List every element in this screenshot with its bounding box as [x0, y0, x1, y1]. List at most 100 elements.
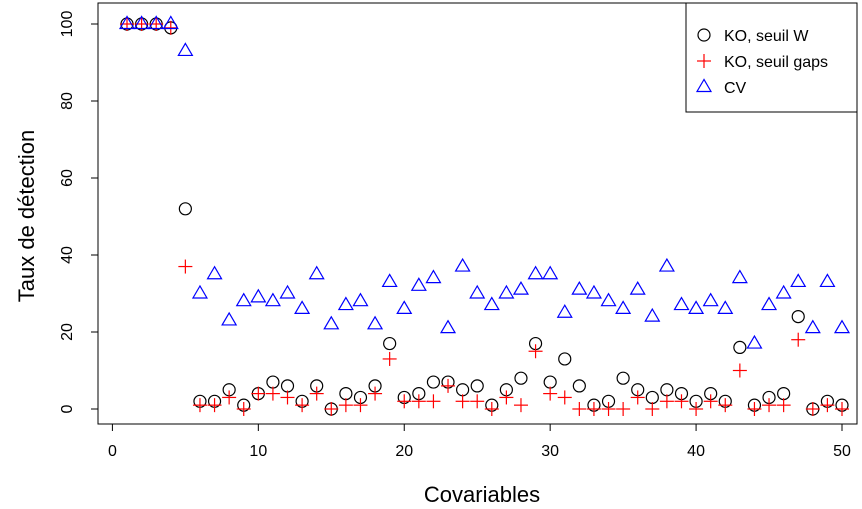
- data-points: [118, 15, 851, 416]
- legend-label: CV: [724, 80, 747, 97]
- data-point: [673, 296, 690, 311]
- legend-box: [685, 2, 858, 113]
- data-point: [162, 15, 179, 30]
- data-point: [439, 319, 457, 334]
- data-point: [804, 319, 821, 334]
- data-point: [396, 300, 413, 314]
- data-point: [747, 402, 762, 416]
- axis-ticks: 0 10 20 30 40 50 0 20 40 60 80 100: [59, 11, 851, 460]
- x-tick-label: 0: [108, 443, 117, 460]
- y-tick-label: 100: [59, 11, 76, 38]
- data-point: [309, 386, 324, 401]
- data-point: [454, 257, 471, 272]
- y-tick-label: 20: [59, 323, 76, 341]
- data-point: [616, 371, 630, 385]
- legend-marker: [697, 54, 711, 68]
- data-point: [790, 273, 807, 288]
- data-point: [337, 296, 354, 311]
- data-point: [236, 402, 251, 416]
- data-point: [835, 402, 849, 416]
- data-point: [206, 265, 223, 280]
- data-point: [585, 284, 602, 299]
- data-point: [441, 378, 456, 393]
- data-point: [512, 280, 530, 295]
- data-point: [368, 386, 383, 401]
- data-point: [178, 202, 192, 216]
- data-point: [338, 398, 353, 413]
- x-tick-label: 20: [395, 443, 413, 460]
- data-point: [571, 280, 588, 295]
- data-point: [527, 265, 544, 280]
- data-point: [118, 15, 136, 30]
- y-tick-label: 40: [59, 246, 76, 264]
- data-point: [191, 284, 209, 299]
- data-point: [280, 390, 295, 405]
- data-point: [265, 386, 280, 401]
- legend-marker: [697, 28, 711, 42]
- data-point: [733, 340, 747, 354]
- data-point: [689, 402, 704, 416]
- data-point: [178, 259, 193, 274]
- legend-label: KO, seuil gaps: [724, 54, 828, 71]
- data-point: [702, 292, 719, 307]
- data-point: [776, 398, 791, 413]
- data-point: [601, 402, 616, 416]
- data-point: [235, 292, 252, 307]
- data-point: [513, 398, 528, 413]
- data-point: [731, 269, 748, 284]
- data-point: [775, 284, 792, 299]
- data-point: [543, 375, 557, 389]
- y-axis-label: Taux de détection: [14, 130, 39, 302]
- legend-marker: [695, 78, 713, 93]
- data-point: [674, 394, 689, 409]
- data-point: [383, 336, 397, 351]
- data-point: [615, 300, 632, 314]
- data-point: [264, 292, 281, 307]
- data-point: [207, 398, 222, 413]
- data-point: [163, 20, 178, 35]
- data-point: [177, 42, 194, 57]
- data-point: [746, 334, 763, 349]
- data-point: [499, 390, 514, 405]
- data-point: [251, 386, 266, 401]
- data-point: [483, 296, 500, 311]
- data-point: [528, 344, 543, 359]
- data-point: [732, 363, 747, 378]
- data-point: [308, 265, 325, 280]
- data-point: [470, 379, 484, 393]
- data-point: [688, 300, 705, 314]
- data-point: [323, 315, 340, 330]
- data-point: [250, 288, 267, 303]
- x-tick-label: 40: [687, 443, 705, 460]
- data-point: [805, 402, 820, 416]
- data-point: [339, 387, 353, 401]
- data-point: [192, 398, 207, 413]
- x-tick-label: 10: [249, 443, 267, 460]
- data-point: [660, 383, 674, 397]
- data-point: [833, 319, 851, 334]
- data-point: [133, 15, 150, 30]
- data-point: [717, 300, 734, 314]
- data-point: [658, 257, 675, 272]
- data-point: [295, 398, 310, 413]
- data-point: [426, 394, 441, 409]
- data-point: [381, 273, 398, 288]
- data-point: [542, 265, 559, 280]
- data-point: [659, 394, 674, 409]
- plot-frame: [97, 2, 858, 425]
- data-point: [280, 379, 295, 393]
- data-point: [455, 394, 470, 409]
- data-point: [470, 394, 485, 409]
- data-point: [279, 284, 296, 299]
- data-point: [221, 311, 238, 326]
- data-point: [498, 284, 515, 299]
- data-point: [352, 292, 369, 307]
- data-point: [353, 398, 368, 413]
- data-point: [382, 351, 397, 366]
- data-point: [791, 332, 806, 347]
- data-point: [644, 307, 661, 322]
- data-point: [703, 394, 718, 409]
- data-point: [600, 292, 617, 307]
- data-point: [410, 277, 427, 291]
- data-point: [456, 383, 470, 397]
